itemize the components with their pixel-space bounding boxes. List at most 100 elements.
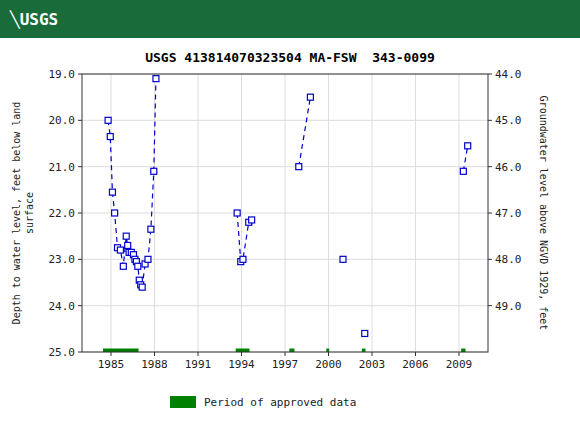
x-tick-label: 1988 (141, 358, 168, 371)
x-tick-label: 1985 (98, 358, 125, 371)
grid-line-y (82, 166, 488, 167)
y-tick (78, 166, 82, 167)
y-tick-label: 21.0 (49, 161, 76, 174)
series-marker (296, 164, 302, 170)
x-tick-label: 2000 (315, 358, 342, 371)
y2-tick (488, 74, 492, 75)
y2-tick-label: 49.0 (495, 300, 522, 313)
x-tick-label: 1997 (272, 358, 299, 371)
y-axis: 19.0 20.0 21.0 22.0 23.0 24.0 25.0 (49, 68, 83, 359)
grid-line-y (82, 305, 488, 306)
approved-period (461, 349, 465, 353)
approved-period (236, 349, 250, 353)
x-tick-label: 2006 (402, 358, 429, 371)
grid-line-y (82, 259, 488, 260)
x-tick (328, 352, 329, 356)
series-marker (117, 247, 123, 253)
y2-tick (488, 259, 492, 260)
plot-area (82, 74, 488, 352)
series-marker (151, 168, 157, 174)
y2-tick-label: 46.0 (495, 161, 522, 174)
series-marker (112, 210, 118, 216)
series-marker (135, 263, 141, 269)
y-axis-label-line: surface (24, 192, 35, 234)
y2-axis-label: Groundwater level above NGVD 1929, feet (538, 96, 549, 331)
grid (82, 74, 488, 352)
approved-period (326, 349, 329, 353)
y-tick (78, 74, 82, 75)
chart: ╲USGS USGS 413814070323504 MA-FSW 343-009… (0, 0, 580, 430)
x-tick (285, 352, 286, 356)
series-marker (145, 256, 151, 262)
legend-swatch (170, 396, 196, 408)
series-line (108, 79, 156, 288)
legend-label: Period of approved data (204, 396, 356, 409)
y-tick-label: 22.0 (49, 207, 76, 220)
series-marker (460, 168, 466, 174)
approved-period (289, 349, 294, 353)
approved-period (103, 349, 139, 353)
y2-tick-label: 47.0 (495, 207, 522, 220)
series-marker (362, 330, 368, 336)
marks (103, 76, 471, 352)
y2-tick (488, 305, 492, 306)
x-tick-label: 1991 (185, 358, 212, 371)
grid-line-y (82, 213, 488, 214)
x-axis: 1985 1988 1991 1994 1997 2000 2003 2006 2009 (98, 352, 473, 371)
series-marker (148, 226, 154, 232)
x-tick (241, 352, 242, 356)
y-tick-label: 20.0 (49, 114, 76, 127)
series-line (463, 146, 467, 171)
title: USGS 413814070323504 MA-FSW 343-0099 (145, 50, 435, 65)
y-tick (78, 259, 82, 260)
series-marker (107, 134, 113, 140)
y-tick (78, 120, 82, 121)
y-tick (78, 305, 82, 306)
x-tick (415, 352, 416, 356)
series-marker (340, 256, 346, 262)
y-axis-label: Depth to water level, feet below landsur… (11, 102, 35, 325)
series-line (299, 97, 311, 167)
legend: Period of approved data (170, 396, 356, 409)
series-marker (240, 256, 246, 262)
page: {"chart_data": { "type": "line", "title"… (0, 0, 580, 430)
series-marker (123, 233, 129, 239)
y2-tick (488, 120, 492, 121)
x-tick (372, 352, 373, 356)
series-marker (249, 217, 255, 223)
series-marker (234, 210, 240, 216)
series-marker (139, 284, 145, 290)
x-tick (111, 352, 112, 356)
series-marker (125, 242, 131, 248)
y2-tick-label: 44.0 (495, 68, 522, 81)
series-marker (465, 143, 471, 149)
y-axis-label-line: Depth to water level, feet below land (11, 102, 22, 325)
y2-tick-label: 48.0 (495, 253, 522, 266)
y-tick-label: 25.0 (49, 346, 76, 359)
y-tick-label: 19.0 (49, 68, 76, 81)
grid-line-y (82, 120, 488, 121)
y-tick (78, 213, 82, 214)
y2-tick (488, 213, 492, 214)
y2-tick-label: 45.0 (495, 114, 522, 127)
approved-period (362, 349, 366, 353)
y2-tick (488, 166, 492, 167)
series-marker (105, 117, 111, 123)
x-tick (154, 352, 155, 356)
series-marker (120, 263, 126, 269)
header-bar (0, 0, 580, 38)
y2-axis: 44.0 45.0 46.0 47.0 48.0 49.0 (488, 68, 522, 313)
series-marker (153, 76, 159, 82)
x-tick-label: 1994 (228, 358, 255, 371)
x-tick-label: 2009 (446, 358, 473, 371)
x-tick (459, 352, 460, 356)
y-tick-label: 23.0 (49, 253, 76, 266)
y-tick (78, 352, 82, 353)
y-tick-label: 24.0 (49, 300, 76, 313)
header-annotation: ╲USGS (9, 10, 58, 29)
series-marker (109, 189, 115, 195)
x-tick-label: 2003 (359, 358, 386, 371)
plot-frame (82, 74, 488, 352)
x-tick (198, 352, 199, 356)
series-marker (307, 94, 313, 100)
